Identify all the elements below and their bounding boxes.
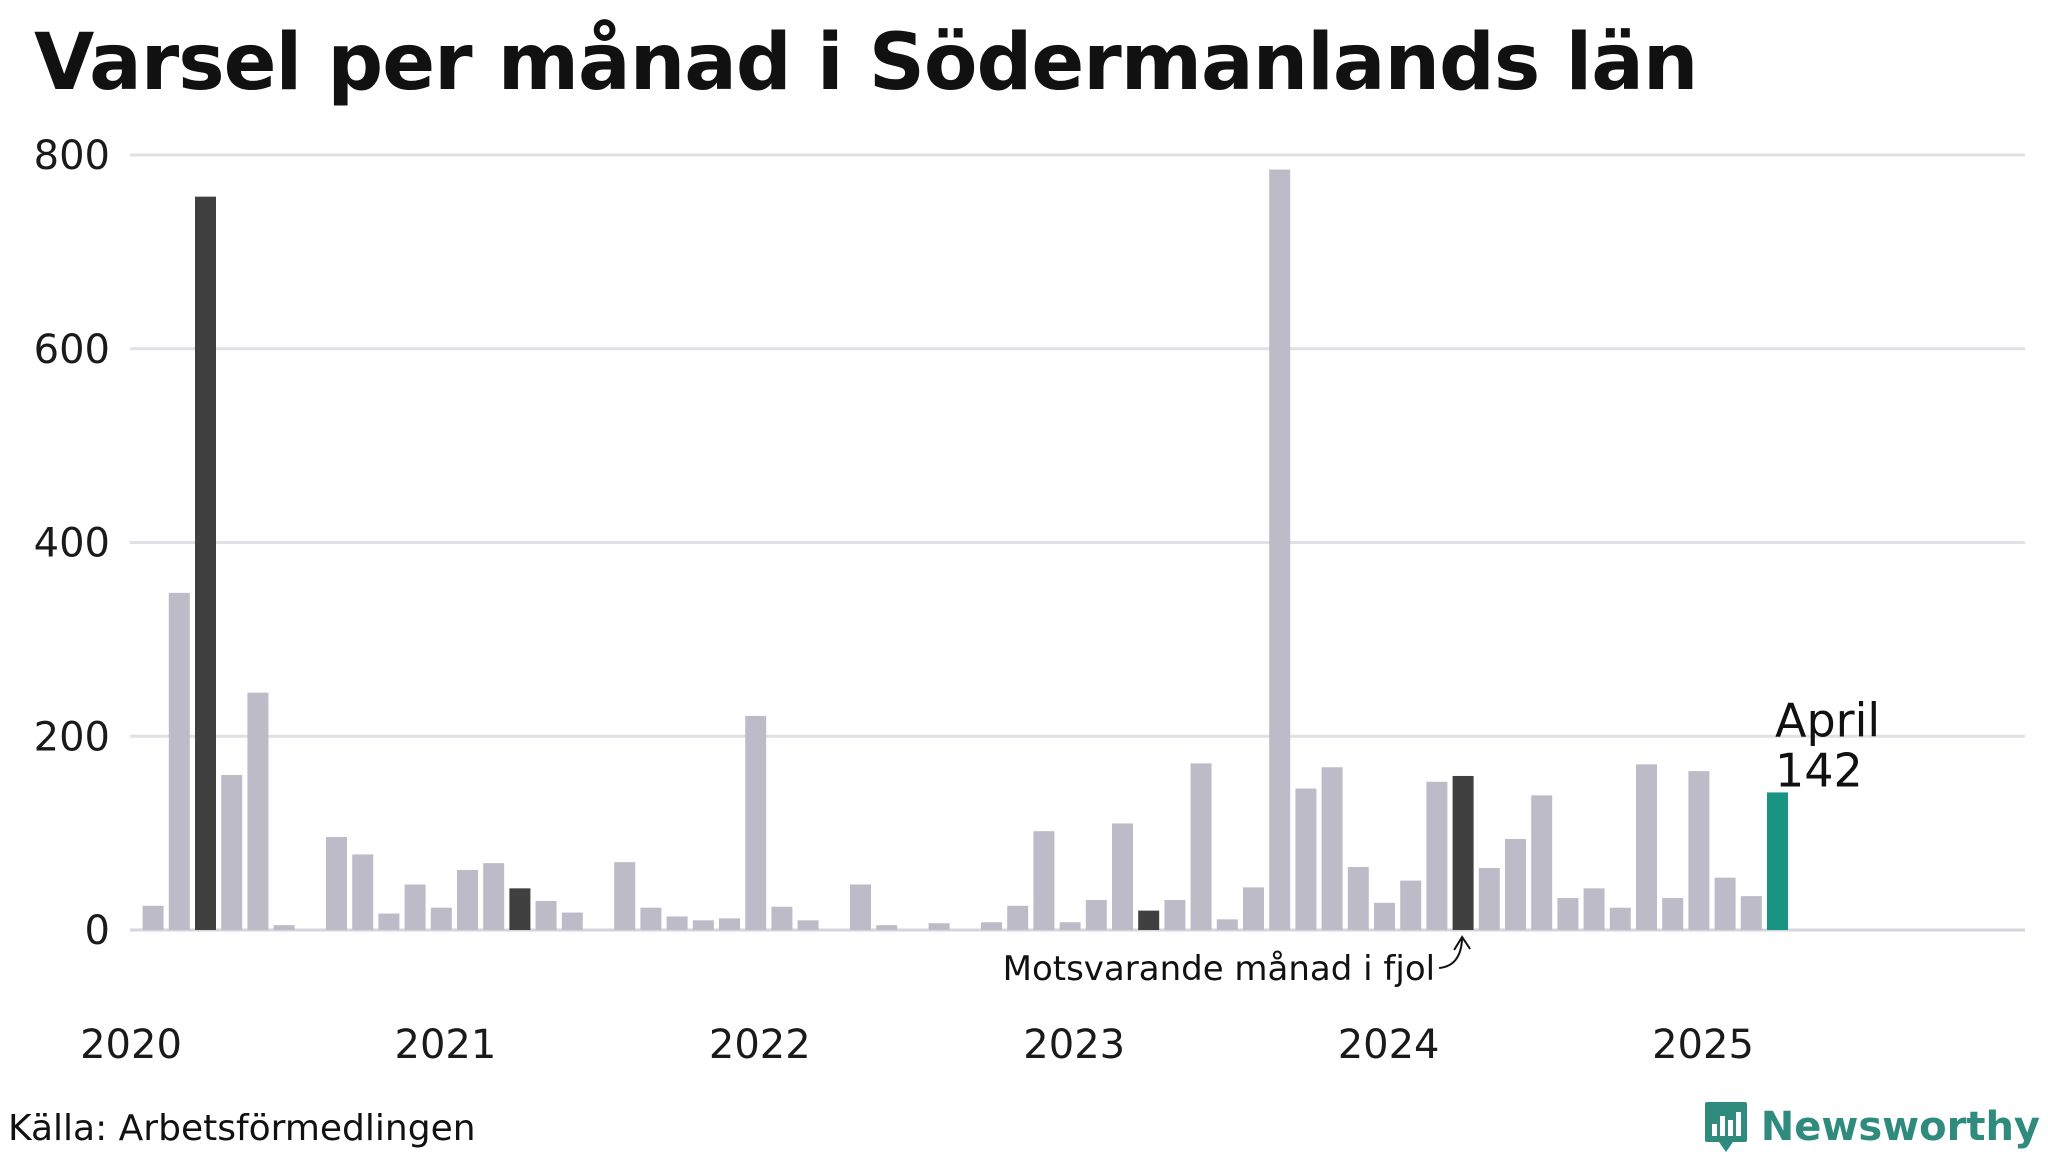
y-tick-label: 200 (34, 714, 110, 760)
bar-2024-11 (1662, 898, 1684, 930)
bar-2021-11 (719, 918, 740, 930)
bar-2022-10 (1007, 905, 1029, 930)
bar-2024-07 (1557, 898, 1579, 930)
bar-2021-03 (509, 888, 531, 930)
bar-2021-12 (745, 715, 767, 930)
bar-2023-07 (1243, 887, 1264, 930)
bar-2020-06 (273, 925, 295, 930)
bar-2024-04 (1478, 868, 1500, 930)
brand: Newsworthy (1703, 1100, 2040, 1154)
bar-2024-09 (1609, 907, 1631, 930)
bar-2020-02 (168, 592, 190, 930)
x-tick-label: 2020 (80, 1022, 182, 1068)
y-tick-label: 400 (34, 521, 110, 567)
current-month-label: April (1775, 693, 1880, 747)
bar-2020-11 (404, 884, 426, 930)
x-tick-label: 2022 (709, 1022, 811, 1068)
annotation-arrow (1438, 937, 1464, 969)
x-tick-label: 2023 (1023, 1022, 1125, 1068)
bar-2023-10 (1321, 767, 1343, 930)
grid (130, 153, 2025, 932)
bar-2021-07 (614, 862, 636, 930)
y-tick-label: 600 (34, 327, 110, 373)
bar-2023-03 (1138, 910, 1160, 930)
bar-2024-08 (1583, 888, 1605, 930)
bar-2022-01 (771, 906, 793, 930)
bar-2020-08 (326, 837, 347, 930)
chart-title: Varsel per månad i Södermanlands län (34, 18, 1698, 108)
bar-2023-02 (1112, 823, 1133, 930)
bar-2021-04 (535, 900, 557, 930)
bar-2020-05 (247, 692, 269, 930)
y-tick-label: 800 (34, 133, 110, 179)
bar-2025-03 (1767, 792, 1788, 930)
bar-2024-02 (1426, 781, 1448, 930)
bar-2023-12 (1374, 902, 1395, 930)
annotation-arrowhead (1453, 935, 1471, 951)
y-axis: 0 200 400 600 800 (34, 133, 110, 954)
bar-2025-01 (1714, 877, 1736, 930)
bar-2021-09 (666, 916, 688, 930)
bar-2024-06 (1531, 795, 1553, 930)
bar-2022-09 (981, 922, 1002, 930)
y-tick-label: 0 (85, 908, 110, 954)
x-tick-label: 2024 (1338, 1022, 1440, 1068)
bar-2021-05 (561, 912, 583, 930)
newsworthy-logo-icon (1704, 1102, 1747, 1152)
bar-2024-05 (1505, 838, 1526, 930)
bar-2022-07 (928, 923, 950, 930)
bar-2022-12 (1059, 922, 1081, 930)
bar-2024-01 (1400, 880, 1422, 930)
bar-2022-02 (797, 920, 819, 930)
bar-2022-05 (876, 925, 898, 930)
bar-2023-05 (1190, 763, 1212, 930)
current-value-label: 142 (1775, 743, 1863, 797)
x-axis: 2020 2021 2022 2023 2024 2025 (80, 1022, 1754, 1068)
bar-2024-10 (1636, 764, 1657, 930)
annotation-label: Motsvarande månad i fjol (1003, 949, 1435, 989)
bar-2022-11 (1033, 831, 1055, 930)
bar-2022-04 (850, 884, 871, 930)
bar-2021-02 (483, 863, 505, 930)
bars (142, 169, 1788, 930)
bar-2023-01 (1085, 899, 1107, 930)
bar-2020-01 (142, 905, 164, 930)
brand-name: Newsworthy (1760, 1104, 2040, 1150)
annotations: Motsvarande månad i fjol April 142 (1003, 693, 1881, 989)
bar-2021-10 (692, 920, 714, 930)
x-tick-label: 2021 (395, 1022, 497, 1068)
bar-2020-09 (352, 854, 374, 930)
bar-2020-04 (221, 775, 243, 930)
bar-2020-12 (430, 907, 452, 930)
bar-2024-03 (1452, 775, 1474, 930)
bar-2024-12 (1688, 771, 1710, 930)
bar-2020-10 (378, 913, 400, 930)
bar-2021-08 (640, 907, 662, 930)
bar-2023-09 (1295, 788, 1317, 930)
x-tick-label: 2025 (1652, 1022, 1754, 1068)
bar-2023-11 (1347, 867, 1369, 930)
bar-2025-02 (1740, 896, 1762, 930)
bar-2023-08 (1269, 169, 1291, 930)
bar-2021-01 (457, 869, 478, 930)
bar-2020-03 (195, 196, 216, 930)
bar-2023-06 (1216, 919, 1238, 930)
source-note: Källa: Arbetsförmedlingen (8, 1108, 476, 1149)
bar-2023-04 (1164, 899, 1186, 930)
